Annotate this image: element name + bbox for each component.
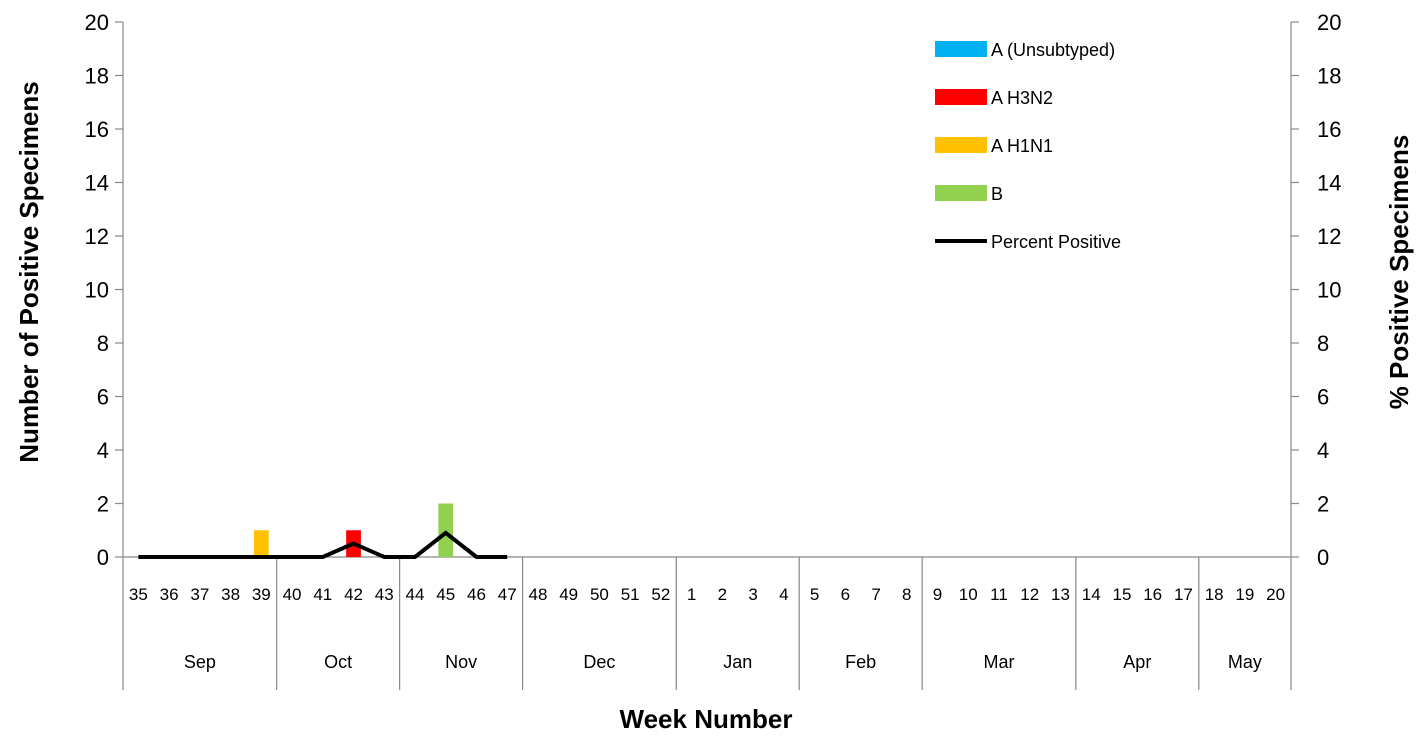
legend-label: A H1N1 — [991, 136, 1053, 156]
week-label: 51 — [621, 585, 640, 604]
y-axis-title: Number of Positive Specimens — [14, 81, 44, 462]
left-tick-label: 20 — [85, 10, 109, 35]
month-label: Sep — [184, 652, 216, 672]
week-label: 3 — [748, 585, 757, 604]
week-label: 20 — [1266, 585, 1285, 604]
left-tick-label: 16 — [85, 117, 109, 142]
bar-b — [438, 503, 454, 557]
bar-a-h1n1 — [253, 530, 269, 557]
week-label: 12 — [1020, 585, 1039, 604]
left-tick-label: 10 — [85, 278, 109, 303]
left-y-axis: 0 2 4 6 8 10 12 14 16 18 20 — [85, 10, 124, 570]
y2-axis-title: % Positive Specimens — [1384, 135, 1414, 410]
legend-swatch — [935, 137, 987, 153]
left-tick-label: 2 — [97, 492, 109, 517]
month-label: Dec — [583, 652, 615, 672]
week-label: 9 — [933, 585, 942, 604]
week-label: 19 — [1235, 585, 1254, 604]
right-tick-label: 0 — [1317, 545, 1329, 570]
week-label: 15 — [1112, 585, 1131, 604]
month-label: Nov — [445, 652, 477, 672]
week-label: 1 — [687, 585, 696, 604]
week-label: 11 — [990, 585, 1008, 604]
left-tick-label: 8 — [97, 331, 109, 356]
left-tick-label: 4 — [97, 438, 109, 463]
month-label: Apr — [1123, 652, 1151, 672]
week-label: 45 — [436, 585, 455, 604]
week-label: 42 — [344, 585, 363, 604]
bar-series — [253, 503, 454, 557]
week-label: 35 — [129, 585, 148, 604]
legend-swatch — [935, 185, 987, 201]
right-tick-label: 16 — [1317, 117, 1341, 142]
week-label: 13 — [1051, 585, 1070, 604]
week-label: 18 — [1205, 585, 1224, 604]
week-label: 47 — [498, 585, 517, 604]
legend-swatch — [935, 41, 987, 57]
week-label: 38 — [221, 585, 240, 604]
legend-label: B — [991, 184, 1003, 204]
legend-swatch — [935, 89, 987, 105]
x-axis: 35 36 37 38 39 40 41 42 43 44 45 46 47 48 49 50 51 52 1 2 3 4… — [122, 556, 1292, 690]
right-tick-label: 2 — [1317, 492, 1329, 517]
week-label: 7 — [871, 585, 880, 604]
right-tick-label: 12 — [1317, 224, 1341, 249]
week-label: 16 — [1143, 585, 1162, 604]
week-label: 52 — [651, 585, 670, 604]
week-label: 10 — [959, 585, 978, 604]
week-label: 43 — [375, 585, 394, 604]
week-label: 4 — [779, 585, 788, 604]
right-tick-label: 14 — [1317, 171, 1341, 196]
week-label: 6 — [841, 585, 850, 604]
week-label: 49 — [559, 585, 578, 604]
right-tick-label: 20 — [1317, 10, 1341, 35]
legend-label: A H3N2 — [991, 88, 1053, 108]
week-label: 2 — [718, 585, 727, 604]
week-label: 17 — [1174, 585, 1193, 604]
week-label: 36 — [160, 585, 179, 604]
month-label: Feb — [845, 652, 876, 672]
legend-label: Percent Positive — [991, 232, 1121, 252]
month-label: Mar — [984, 652, 1015, 672]
week-label: 8 — [902, 585, 911, 604]
right-y-axis: 0 2 4 6 8 10 12 14 16 18 20 — [1290, 10, 1341, 570]
left-tick-label: 12 — [85, 224, 109, 249]
week-label: 48 — [528, 585, 547, 604]
right-tick-label: 18 — [1317, 64, 1341, 89]
left-tick-label: 6 — [97, 385, 109, 410]
x-axis-title: Week Number — [620, 704, 793, 734]
week-label: 39 — [252, 585, 271, 604]
right-tick-label: 6 — [1317, 385, 1329, 410]
week-label: 5 — [810, 585, 819, 604]
percent-positive-line-group — [138, 530, 508, 559]
left-tick-label: 0 — [97, 545, 109, 570]
left-tick-label: 14 — [85, 171, 109, 196]
week-label: 44 — [406, 585, 425, 604]
left-tick-label: 18 — [85, 64, 109, 89]
month-label: Jan — [723, 652, 752, 672]
percent-positive-line — [138, 530, 508, 559]
week-label: 46 — [467, 585, 486, 604]
week-label: 50 — [590, 585, 609, 604]
month-label: Oct — [324, 652, 352, 672]
week-label: 37 — [190, 585, 209, 604]
right-tick-label: 8 — [1317, 331, 1329, 356]
right-tick-label: 4 — [1317, 438, 1329, 463]
right-tick-label: 10 — [1317, 278, 1341, 303]
legend: A (Unsubtyped) A H3N2 A H1N1 B Percent Posit… — [935, 40, 1121, 252]
legend-label: A (Unsubtyped) — [991, 40, 1115, 60]
week-label: 14 — [1082, 585, 1101, 604]
week-label: 40 — [283, 585, 302, 604]
month-label: May — [1228, 652, 1262, 672]
week-label: 41 — [313, 585, 332, 604]
